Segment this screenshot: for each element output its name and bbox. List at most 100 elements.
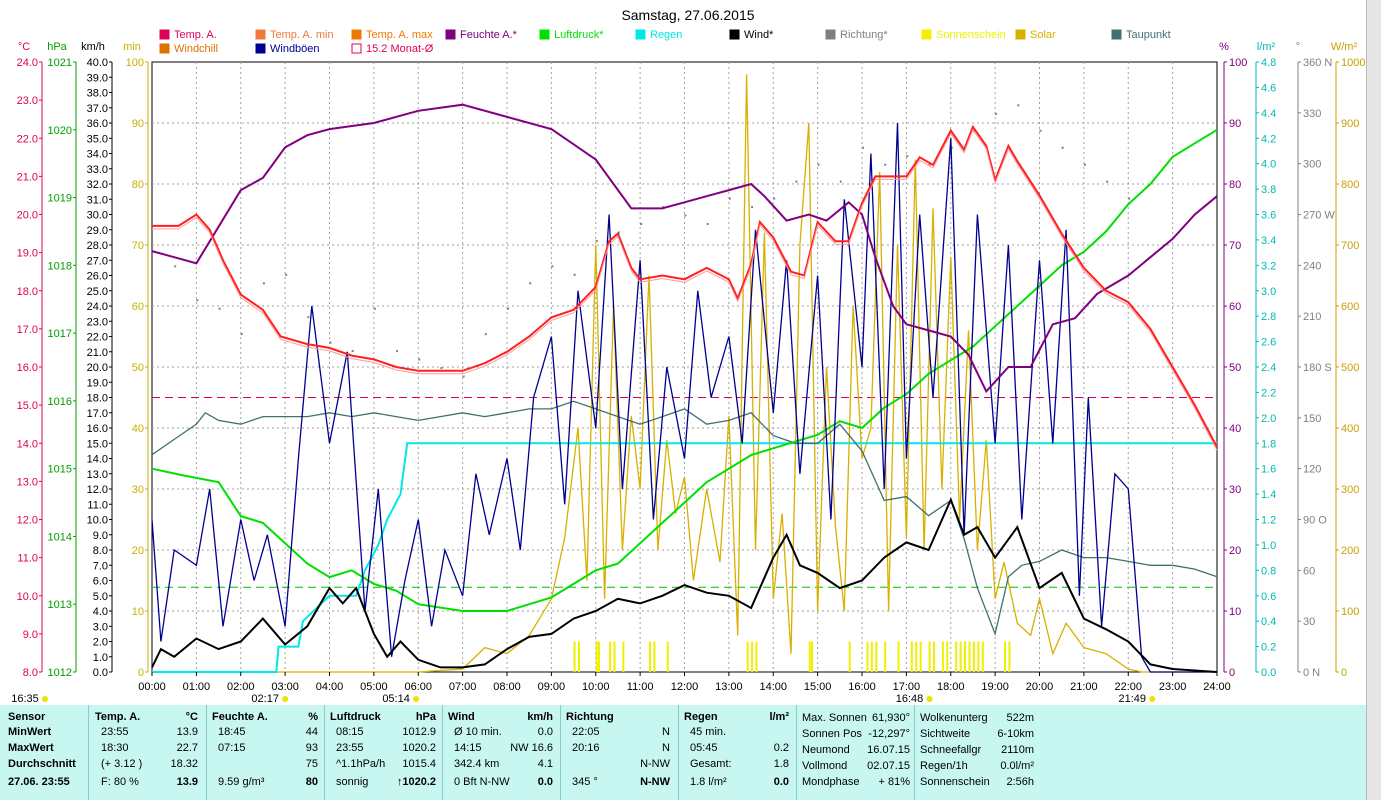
axis-tick-label: 300 [1303, 159, 1321, 171]
sensor-header: Sensor [8, 711, 46, 723]
x-tick-label: 14:00 [759, 681, 787, 693]
axis-tick-label: 14.0 [87, 454, 108, 466]
axis-tick-label: 40 [1229, 423, 1241, 435]
axis-tick-label: 6.0 [93, 576, 108, 588]
x-tick-label: 15:00 [804, 681, 832, 693]
direction-dot [928, 163, 931, 166]
sunshine-bar [649, 641, 651, 672]
direction-dot [551, 265, 554, 268]
legend-label: Feuchte A.* [460, 29, 518, 41]
axis-tick-label: 4.0 [93, 606, 108, 618]
axis-unit-label: min [123, 41, 141, 53]
axis-tick-label: 7.0 [93, 560, 108, 572]
axis-tick-label: 2.2 [1261, 387, 1276, 399]
axis-tick-label: 15.0 [17, 400, 38, 412]
grid [151, 61, 1218, 673]
axis-tick-label: 1.4 [1261, 489, 1276, 501]
sunshine-bar [595, 641, 598, 672]
sunshine-bar [578, 641, 580, 672]
axis-tick-label: 120 [1303, 464, 1321, 476]
x-axis: 00:00 01:00 02:00 03:00 04:00 05:00 06:00 07:00… [11, 672, 1231, 705]
axis-tick-label: 1.8 [1261, 438, 1276, 450]
axis-tick-label: 39.0 [87, 72, 108, 84]
misc-label: Sichtweite [920, 728, 971, 740]
column-separator [914, 705, 915, 800]
axis-tick-label: 1014 [48, 531, 72, 543]
axis-tick-label: 210 [1303, 311, 1321, 323]
wind-row-label: Ø 10 min. [454, 726, 502, 738]
axis-tick-label: 400 [1341, 423, 1359, 435]
axis-tick-label: 19.0 [17, 248, 38, 260]
x-tick-label: 18:00 [937, 681, 965, 693]
direction-dot [462, 375, 465, 378]
axis-tick-label: 180 S [1303, 362, 1332, 374]
direction-dot [884, 163, 887, 166]
axis-tick-label: 25.0 [87, 286, 108, 298]
x-tick-label: 21:00 [1070, 681, 1098, 693]
misc-value: 2:56h [1006, 776, 1034, 788]
axis-unit-label: °C [18, 41, 30, 53]
sunshine-bar [910, 641, 913, 672]
axis-tick-label: 0 [1229, 667, 1235, 679]
direction-dot [1083, 163, 1086, 166]
event-sunrise-icon [42, 696, 48, 702]
direction-dot [218, 307, 221, 310]
direction-dot [507, 307, 509, 310]
axis-tick-label: 13.0 [87, 469, 108, 481]
axis-tick-label: 90 [132, 118, 144, 130]
axis-unit-label: ° [1296, 41, 1300, 53]
direction-dot [728, 197, 731, 200]
event-label-sunrise: 16:35 [11, 693, 39, 705]
misc-value: 6-10km [997, 728, 1034, 740]
axis-tick-label: 5.0 [93, 591, 108, 603]
direction-dot [906, 155, 909, 158]
pressure-header: Luftdruck [330, 711, 381, 723]
legend-label: Windböen [270, 43, 320, 55]
axis-tick-label: 60 [1303, 565, 1315, 577]
direction-dot [995, 112, 998, 115]
direction-header: Richtung [566, 711, 614, 723]
temp-unit: °C [185, 711, 198, 723]
direction-dot [573, 273, 576, 276]
wind-unit: km/h [527, 711, 553, 723]
axis-tick-label: 3.8 [1261, 184, 1276, 196]
event-label-sun: 21:49 [1118, 693, 1146, 705]
x-tick-label: 16:00 [848, 681, 876, 693]
astro-label: Mondphase [802, 776, 860, 788]
axis-tick-label: 200 [1341, 545, 1359, 557]
legend-label: 15.2 Monat-Ø [366, 43, 434, 55]
x-tick-label: 02:00 [227, 681, 255, 693]
direction-dot [484, 333, 487, 336]
left-axes: 8.0 9.0 10.0 11.0 12.0 13.0 14.0 15.0 16.0 17.0 18… [17, 41, 149, 679]
axis-tick-label: 600 [1341, 301, 1359, 313]
sunshine-bar [964, 641, 967, 672]
axis-tick-label: 0.6 [1261, 591, 1276, 603]
axis-tick-label: 0.2 [1261, 642, 1276, 654]
direction-dot [1106, 180, 1109, 183]
rain-row-label: 45 min. [690, 726, 727, 738]
axis-tick-label: 1000 [1341, 57, 1365, 69]
sunshine-bar [1004, 641, 1006, 672]
direction-dot [640, 222, 643, 225]
axis-tick-label: 60 [132, 301, 144, 313]
legend-swatch [159, 29, 170, 40]
legend-label: Windchill [174, 43, 218, 55]
axis-tick-label: 9.0 [23, 629, 38, 641]
pressure-current-value: ↑1020.2 [396, 776, 436, 788]
axis-tick-label: 4.4 [1261, 108, 1276, 120]
x-tick-label: 13:00 [715, 681, 743, 693]
x-tick-label: 03:00 [271, 681, 299, 693]
axis-tick-label: 1015 [48, 464, 72, 476]
axis-tick-label: 36.0 [87, 118, 108, 130]
axis-tick-label: 30 [132, 484, 144, 496]
vertical-scrollbar[interactable] [1366, 0, 1381, 800]
axis-tick-label: 3.0 [93, 621, 108, 633]
column-separator [678, 705, 679, 800]
axis-tick-label: 34.0 [87, 149, 108, 161]
axis-tick-label: 8.0 [93, 545, 108, 557]
axis-tick-label: 11.0 [87, 499, 108, 511]
axis-tick-label: 50 [132, 362, 144, 374]
direction-dot [839, 180, 842, 183]
axis-tick-label: 40 [132, 423, 144, 435]
sunshine-bar [959, 641, 962, 672]
